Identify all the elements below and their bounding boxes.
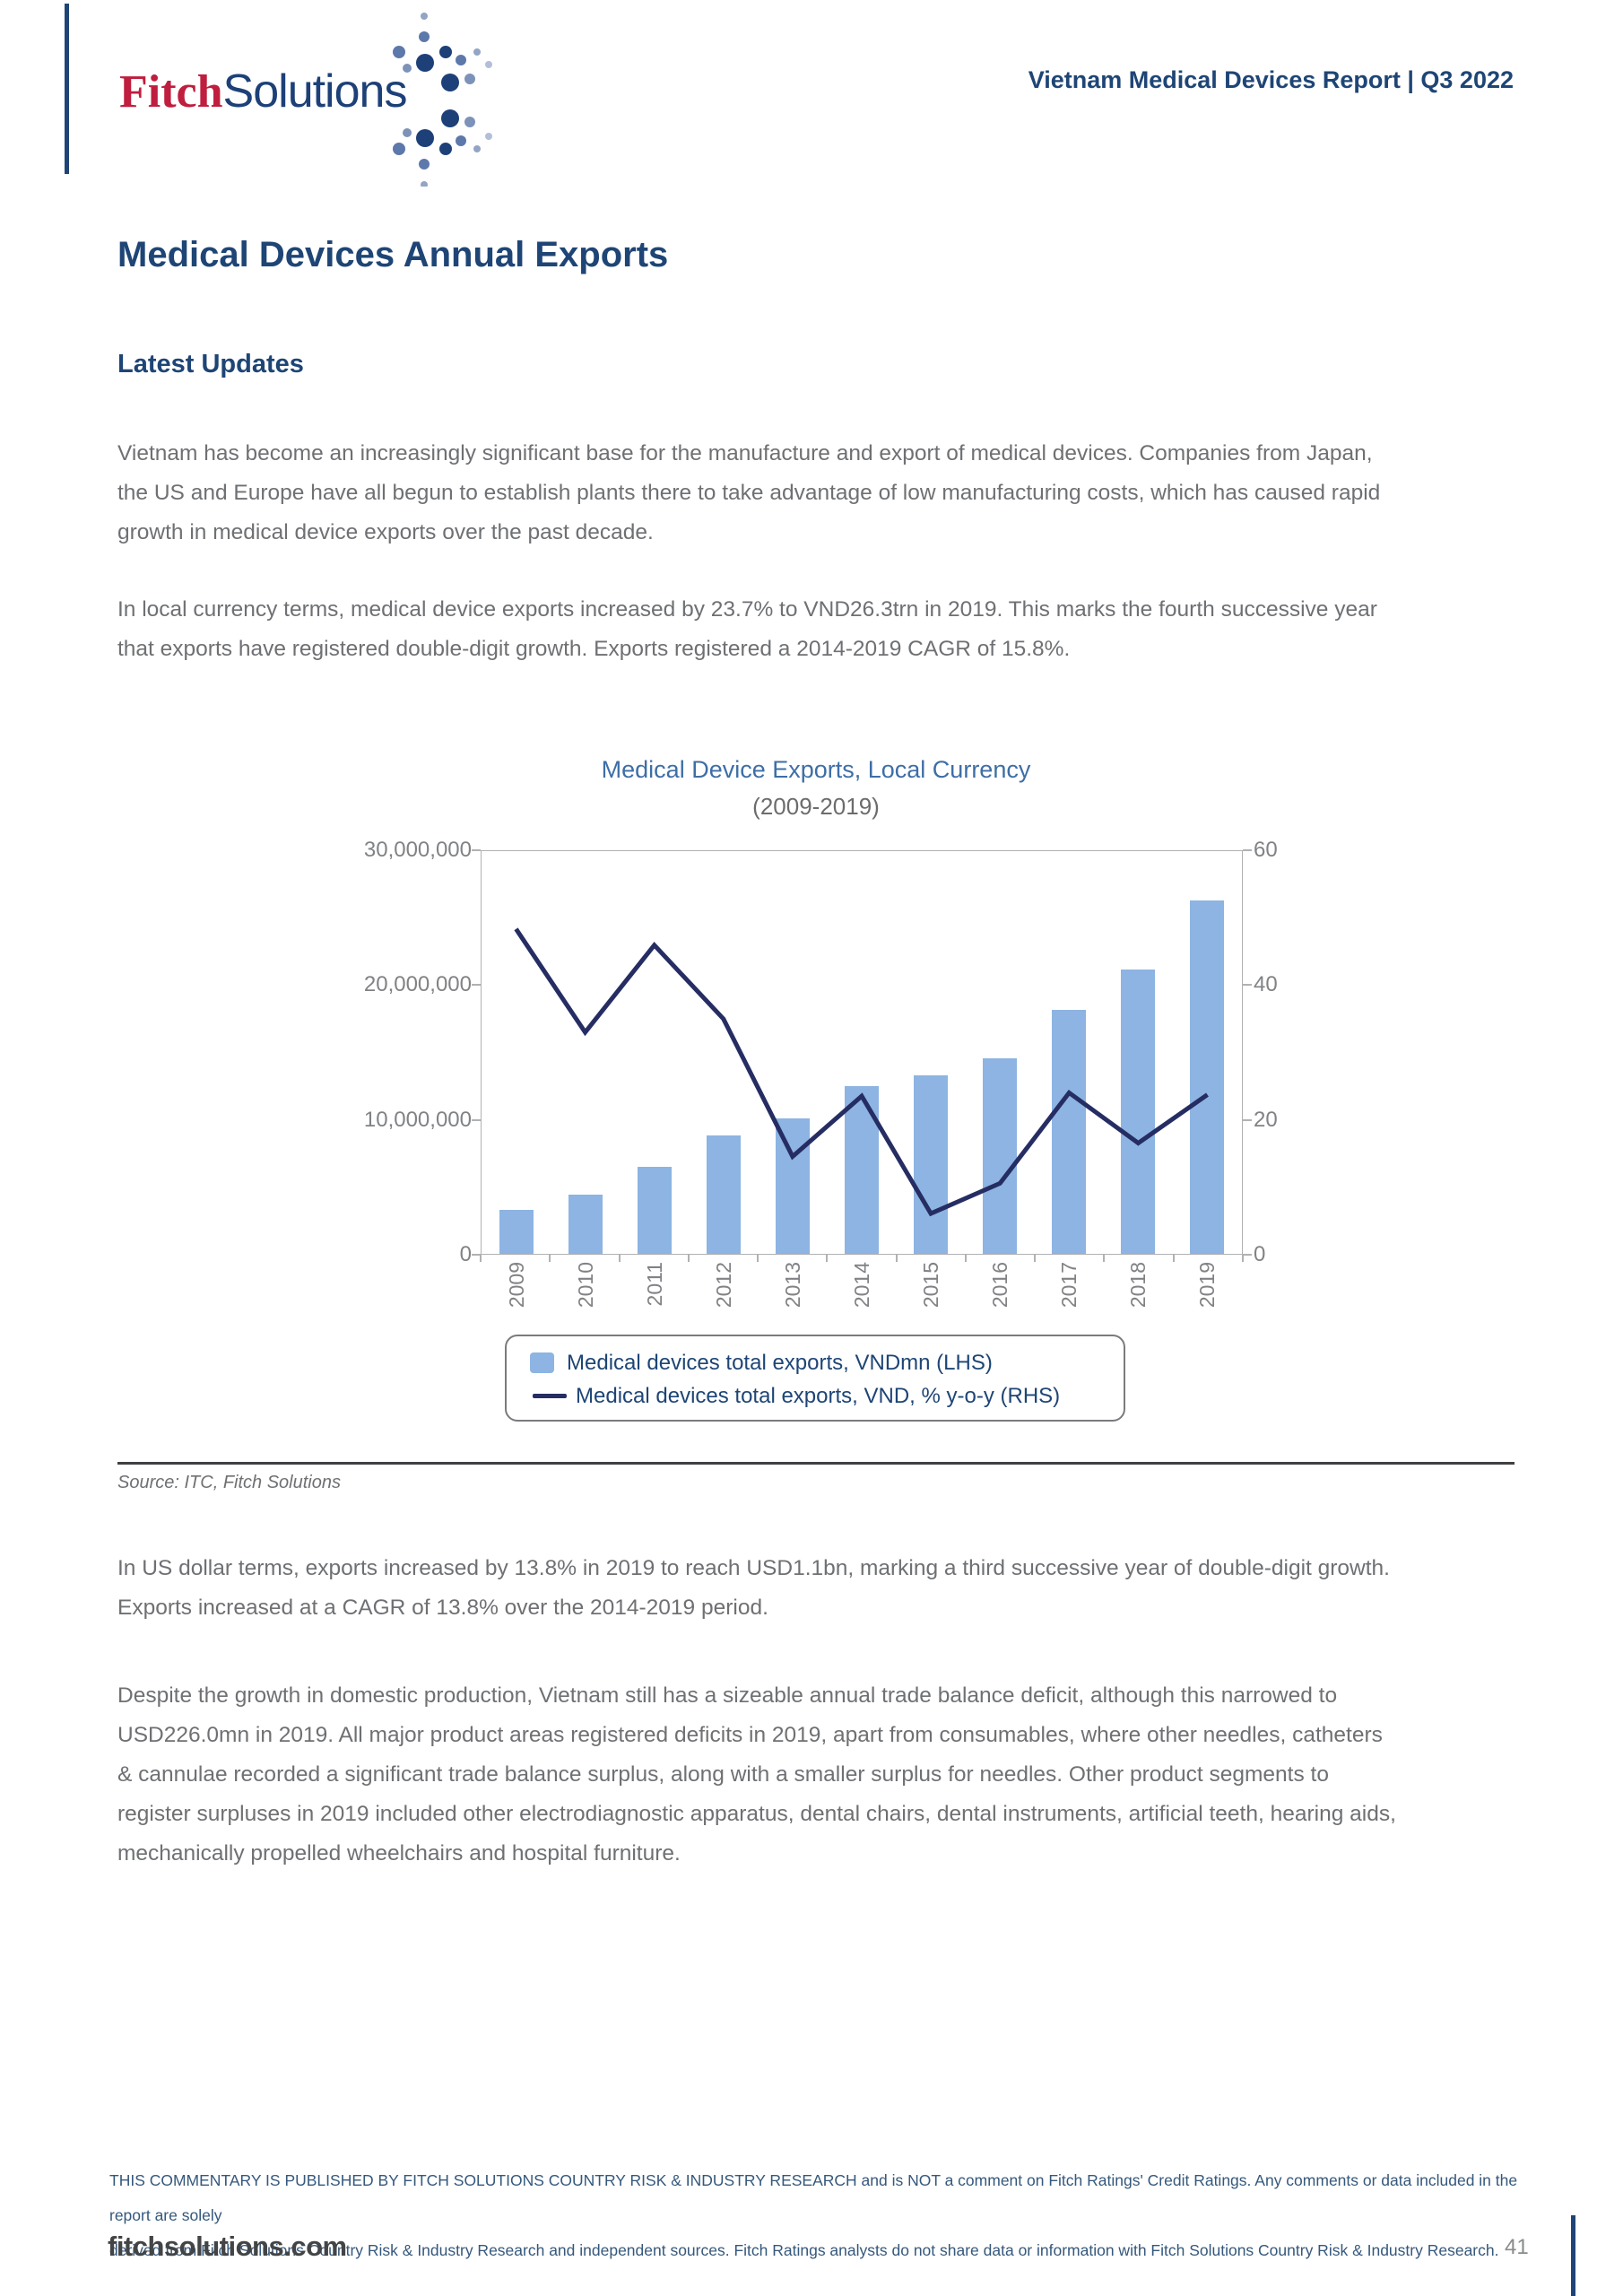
line-series-swatch-icon xyxy=(533,1394,567,1398)
left-axis-tick-label: 20,000,000 xyxy=(363,972,472,997)
source-note: Source: ITC, Fitch Solutions xyxy=(117,1473,341,1492)
left-axis-tick-label: 0 xyxy=(459,1242,472,1266)
chart-legend: Medical devices total exports, VNDmn (LH… xyxy=(505,1335,1125,1422)
bar-2015 xyxy=(914,1074,949,1254)
right-axis-tick xyxy=(1243,1254,1252,1256)
logo-solutions-text: Solutions xyxy=(222,65,408,117)
left-axis-tick xyxy=(472,1118,481,1121)
bar-series-swatch-icon xyxy=(530,1352,554,1373)
footer-site-url: fitchsolutions.com xyxy=(108,2231,347,2262)
x-axis-tick xyxy=(687,1254,690,1262)
x-axis-tick xyxy=(1172,1254,1175,1262)
x-axis-tick xyxy=(549,1254,551,1262)
bar-2009 xyxy=(499,1209,534,1254)
x-axis-label-2019: 2019 xyxy=(1195,1262,1219,1309)
footer-accent-bar xyxy=(1571,2215,1575,2296)
right-axis-tick xyxy=(1243,849,1252,851)
x-axis-tick xyxy=(1034,1254,1037,1262)
page-number: 41 xyxy=(1505,2235,1529,2259)
x-axis-tick xyxy=(964,1254,967,1262)
legend-label-line: Medical devices total exports, VND, % y-… xyxy=(576,1383,1061,1408)
logo-fitch-text: Fitch xyxy=(119,66,223,117)
yoy-line xyxy=(514,927,1209,1217)
x-axis-tick xyxy=(895,1254,898,1262)
paragraph-trade-balance: Despite the growth in domestic productio… xyxy=(117,1683,1396,1866)
report-title: Vietnam Medical Devices Report | Q3 2022 xyxy=(1028,66,1514,93)
legend-item-line: Medical devices total exports, VND, % y-… xyxy=(530,1379,1124,1413)
bar-2010 xyxy=(568,1195,603,1254)
x-axis-tick xyxy=(826,1254,829,1262)
paragraph-local-currency: In local currency terms, medical device … xyxy=(117,597,1377,661)
bar-2011 xyxy=(637,1166,672,1254)
chart-subtitle: (2009-2019) xyxy=(752,793,880,820)
footer-disclaimer: THIS COMMENTARY IS PUBLISHED BY FITCH SO… xyxy=(109,2171,1518,2259)
right-axis-tick-label: 60 xyxy=(1254,838,1278,862)
x-axis-tick xyxy=(618,1254,621,1262)
bar-2016 xyxy=(983,1057,1018,1254)
chart-plot-area xyxy=(481,850,1243,1255)
chart-title: Medical Device Exports, Local Currency xyxy=(601,756,1031,783)
bar-2013 xyxy=(775,1118,810,1254)
divider-rule xyxy=(117,1462,1515,1465)
legend-label-bars: Medical devices total exports, VNDmn (LH… xyxy=(567,1350,993,1375)
x-axis-tick xyxy=(1242,1254,1244,1262)
bar-2019 xyxy=(1190,900,1225,1254)
fitch-solutions-logo: FitchSolutions xyxy=(119,65,408,119)
logo-burst-icon xyxy=(393,13,492,187)
paragraph-intro: Vietnam has become an increasingly signi… xyxy=(117,441,1381,544)
right-axis-tick-label: 40 xyxy=(1254,972,1278,997)
logo-accent-bar xyxy=(65,4,69,174)
right-axis-tick-label: 20 xyxy=(1254,1107,1278,1132)
x-axis-tick xyxy=(480,1254,482,1262)
paragraph-usd-terms: In US dollar terms, exports increased by… xyxy=(117,1556,1390,1620)
left-axis-tick-label: 30,000,000 xyxy=(363,838,472,862)
bar-2018 xyxy=(1121,969,1156,1254)
bar-2017 xyxy=(1052,1009,1087,1254)
left-axis-tick xyxy=(472,984,481,987)
right-axis-tick xyxy=(1243,1118,1252,1121)
section-heading-latest-updates: Latest Updates xyxy=(117,350,304,378)
left-axis-tick xyxy=(472,849,481,851)
page-title: Medical Devices Annual Exports xyxy=(117,235,669,274)
x-axis-tick xyxy=(1103,1254,1106,1262)
left-axis-tick xyxy=(472,1254,481,1256)
right-axis-tick xyxy=(1243,984,1252,987)
left-axis-tick-label: 10,000,000 xyxy=(363,1107,472,1132)
right-axis-tick-label: 0 xyxy=(1254,1242,1266,1266)
bar-2012 xyxy=(706,1135,741,1254)
legend-item-bars: Medical devices total exports, VNDmn (LH… xyxy=(530,1346,1124,1379)
x-axis-label-2018: 2018 xyxy=(1126,1262,1150,1309)
x-axis-tick xyxy=(757,1254,759,1262)
